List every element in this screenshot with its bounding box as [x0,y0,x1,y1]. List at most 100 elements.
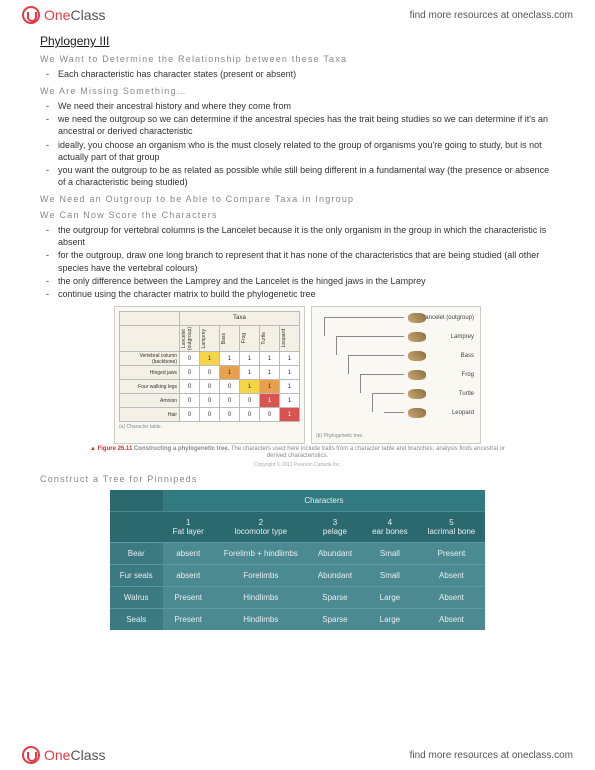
matrix-cell: 1 [240,352,260,366]
tree-branch [372,393,373,412]
pinniped-cell: Large [362,609,418,631]
panel-caption-a: (a) Character table. [119,424,300,430]
matrix-cell: 1 [260,380,280,394]
bullet-list-1: Each characteristic has character states… [40,68,555,80]
matrix-cell: 1 [280,366,300,380]
matrix-cell: 1 [260,366,280,380]
page-footer: OneClass find more resources at oneclass… [0,740,595,770]
list-item: the outgroup for vertebral columns is th… [58,224,555,248]
bullet-list-2: We need their ancestral history and wher… [40,100,555,188]
document-content: Phylogeny III We Want to Determine the R… [0,30,595,630]
figure-caption: ▲ Figure 26.11 Constructing a phylogenet… [80,446,515,460]
pinniped-cell: Small [362,543,418,565]
tree-branch [384,412,404,413]
matrix-cell: 1 [220,352,240,366]
pinniped-cell: Absent [418,587,486,609]
table-header-row: Lancelet (outgroup) Lamprey Bass Frog Tu… [120,325,300,351]
pinniped-super-header: Characters [163,490,486,512]
table-row: Hinged jaws001111 [120,366,300,380]
list-item: ideally, you choose an organism who is t… [58,139,555,163]
logo-text-one: One [44,747,70,763]
brand-logo-footer: OneClass [22,746,105,764]
pinniped-cell: Present [418,543,486,565]
taxon-label: Bass [461,353,474,359]
tree-branch [324,317,404,318]
logo-icon [22,6,40,24]
pinniped-cell: Absent [418,609,486,631]
pinniped-col-header: 5lacrimal bone [418,512,486,543]
section-heading-1: We Want to Determine the Relationship be… [40,54,555,64]
pinniped-cell: Present [163,587,214,609]
pinniped-col-header: 2locomotor type [214,512,308,543]
taxon-label: Frog [462,372,474,378]
matrix-cell: 0 [180,380,200,394]
list-item: the only difference between the Lamprey … [58,275,555,287]
matrix-cell: 0 [180,352,200,366]
matrix-cell: 0 [180,366,200,380]
tree-branch [348,355,349,374]
pinniped-row-header: Bear [110,543,163,565]
pinniped-col-header: 4ear bones [362,512,418,543]
pinniped-row-header: Walrus [110,587,163,609]
matrix-cell: 1 [280,380,300,394]
col-header: Turtle [260,331,268,346]
table-row: Vertebral column (backbone)011111 [120,352,300,366]
pinniped-row-header: Fur seals [110,565,163,587]
list-item: for the outgroup, draw one long branch t… [58,249,555,273]
tree-branch [372,393,404,394]
pinniped-row-header: Seals [110,609,163,631]
matrix-cell: 0 [220,380,240,394]
pinniped-table: Characters 1Fat layer2locomotor type3pel… [110,490,486,630]
tree-branch [360,374,361,393]
pinniped-cell: Forelimbs [214,565,308,587]
section-heading-3: We Need an Outgroup to be Able to Compar… [40,194,555,204]
logo-text-class: Class [70,747,105,763]
tree-branch [324,317,325,336]
matrix-cell: 1 [280,394,300,408]
row-label: Hair [120,408,180,422]
taxon-icon [408,389,426,399]
list-item: We need their ancestral history and wher… [58,100,555,112]
taxon-icon [408,351,426,361]
taxon-label: Leopard [452,410,474,416]
matrix-cell: 1 [200,352,220,366]
pinniped-cell: Sparse [308,609,362,631]
taxon-icon [408,332,426,342]
table-super-header: Taxa [180,311,300,325]
pinniped-cell: Abundant [308,565,362,587]
row-label: Amnion [120,394,180,408]
page-title: Phylogeny III [40,34,555,48]
matrix-cell: 0 [200,380,220,394]
logo-text-class: Class [70,7,105,23]
section-heading-4: We Can Now Score the Characters [40,210,555,220]
matrix-cell: 0 [180,408,200,422]
logo-icon [22,746,40,764]
matrix-cell: 0 [200,366,220,380]
col-header: Bass [220,332,228,345]
figure-title: Constructing a phylogenetic tree. [134,446,229,452]
matrix-cell: 1 [220,366,240,380]
pinniped-cell: Small [362,565,418,587]
section-heading-2: We Are Missing Something… [40,86,555,96]
table-row: Four walking legs000111 [120,380,300,394]
pinniped-cell: Abundant [308,543,362,565]
pinniped-cell: Present [163,609,214,631]
list-item: you want the outgroup to be as related a… [58,164,555,188]
matrix-cell: 1 [260,352,280,366]
tree-branch [336,336,337,355]
col-header: Frog [240,332,248,344]
pinniped-cell: Hindlimbs [214,587,308,609]
brand-logo: OneClass [22,6,105,24]
matrix-cell: 0 [220,408,240,422]
figure-block: Taxa Lancelet (outgroup) Lamprey Bass Fr… [40,306,555,444]
copyright-text: Copyright © 2011 Pearson Canada Inc. [40,462,555,468]
resources-link-footer[interactable]: find more resources at oneclass.com [410,750,573,761]
phylo-tree-diagram: Lancelet (outgroup)LampreyBassFrogTurtle… [316,311,476,431]
matrix-cell: 1 [240,380,260,394]
matrix-cell: 0 [260,408,280,422]
list-item: Each characteristic has character states… [58,68,555,80]
resources-link[interactable]: find more resources at oneclass.com [410,10,573,21]
matrix-cell: 0 [200,408,220,422]
section-heading-5: Construct a Tree for Pinnipeds [40,474,555,484]
figure-number: ▲ Figure 26.11 [90,446,132,452]
